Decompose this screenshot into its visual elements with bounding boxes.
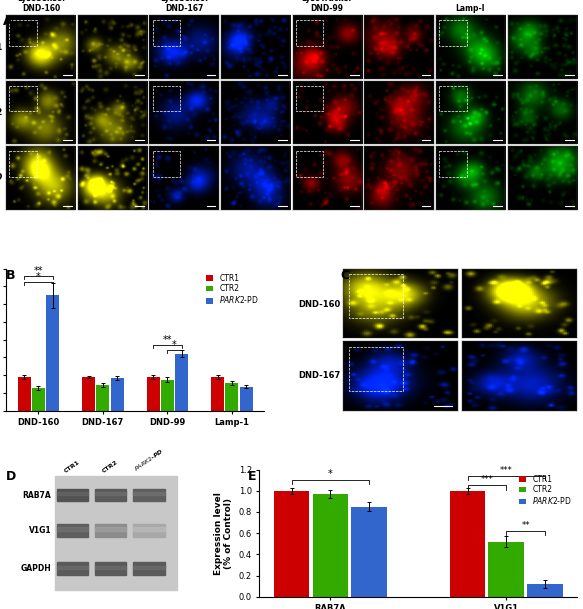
Bar [349, 347, 403, 391]
Bar [527, 584, 563, 597]
Bar [134, 563, 165, 575]
Bar [111, 378, 124, 411]
Text: V1G1: V1G1 [29, 526, 51, 535]
Text: LysoSensor
DND-167: LysoSensor DND-167 [160, 0, 209, 13]
Y-axis label: Expression level
(% of Control): Expression level (% of Control) [213, 491, 233, 575]
Bar [439, 86, 467, 111]
Legend: CTR1, CTR2, $\mathit{PARK2}$-PD: CTR1, CTR2, $\mathit{PARK2}$-PD [205, 272, 261, 307]
Bar [175, 354, 188, 411]
Text: DND-167: DND-167 [298, 371, 340, 380]
Bar [312, 494, 348, 597]
Bar [161, 379, 174, 411]
Bar [57, 492, 88, 495]
Legend: CTR1, CTR2, $\mathit{PARK2}$-PD: CTR1, CTR2, $\mathit{PARK2}$-PD [518, 473, 573, 508]
Bar [57, 488, 88, 501]
Bar [82, 377, 95, 411]
Bar [240, 387, 252, 411]
Text: **: ** [521, 521, 530, 530]
Text: LysoSensor
DND-160: LysoSensor DND-160 [17, 0, 66, 13]
Text: PARK2-PD: PARK2-PD [0, 173, 3, 182]
Bar [296, 20, 324, 46]
Text: *: * [328, 469, 333, 479]
Bar [95, 492, 127, 495]
Text: *: * [36, 272, 41, 282]
Text: E: E [248, 470, 257, 482]
Bar [296, 86, 324, 111]
Bar [134, 492, 165, 495]
Bar [95, 527, 127, 530]
Text: CTR1: CTR1 [0, 43, 3, 52]
Bar [95, 524, 127, 537]
Bar [57, 566, 88, 569]
Text: CTR2: CTR2 [0, 108, 3, 117]
Bar [153, 86, 180, 111]
Bar [96, 385, 110, 411]
Bar [9, 86, 37, 111]
Text: D: D [6, 470, 16, 482]
Bar [153, 151, 180, 177]
Bar [439, 151, 467, 177]
Bar [134, 488, 165, 501]
Bar [449, 491, 485, 597]
Bar [439, 20, 467, 46]
Text: Lamp-I: Lamp-I [455, 4, 485, 13]
Bar [17, 377, 31, 411]
Bar [95, 488, 127, 501]
Bar [95, 563, 127, 575]
Bar [153, 20, 180, 46]
Bar [57, 524, 88, 537]
Bar [349, 274, 403, 319]
Text: **: ** [163, 335, 172, 345]
Text: GAPDH: GAPDH [20, 565, 51, 573]
Bar [351, 507, 387, 597]
Bar [147, 377, 160, 411]
Text: $\mathit{PARK2}$-PD: $\mathit{PARK2}$-PD [133, 447, 166, 473]
Text: ***: *** [500, 466, 512, 475]
Bar [274, 491, 310, 597]
Text: DND-160: DND-160 [298, 300, 340, 309]
Bar [46, 295, 59, 411]
Text: B: B [6, 269, 15, 281]
Text: ***: *** [480, 476, 493, 484]
Text: **: ** [34, 266, 43, 276]
Bar [226, 383, 238, 411]
Bar [9, 20, 37, 46]
Bar [9, 151, 37, 177]
Text: CTR1: CTR1 [64, 459, 81, 473]
Text: *: * [172, 340, 177, 350]
Bar [57, 527, 88, 530]
Bar [95, 566, 127, 569]
Bar [489, 541, 524, 597]
Bar [134, 527, 165, 530]
Text: A: A [3, 15, 13, 28]
Text: CTR2: CTR2 [102, 459, 120, 473]
Bar [57, 563, 88, 575]
Bar [32, 388, 45, 411]
Bar [134, 566, 165, 569]
Text: RAB7A: RAB7A [23, 490, 51, 499]
Bar [55, 476, 177, 591]
Bar [296, 151, 324, 177]
Text: C: C [340, 269, 349, 281]
Bar [134, 524, 165, 537]
Bar [211, 377, 224, 411]
Text: LysoTracker
DND-99: LysoTracker DND-99 [301, 0, 353, 13]
